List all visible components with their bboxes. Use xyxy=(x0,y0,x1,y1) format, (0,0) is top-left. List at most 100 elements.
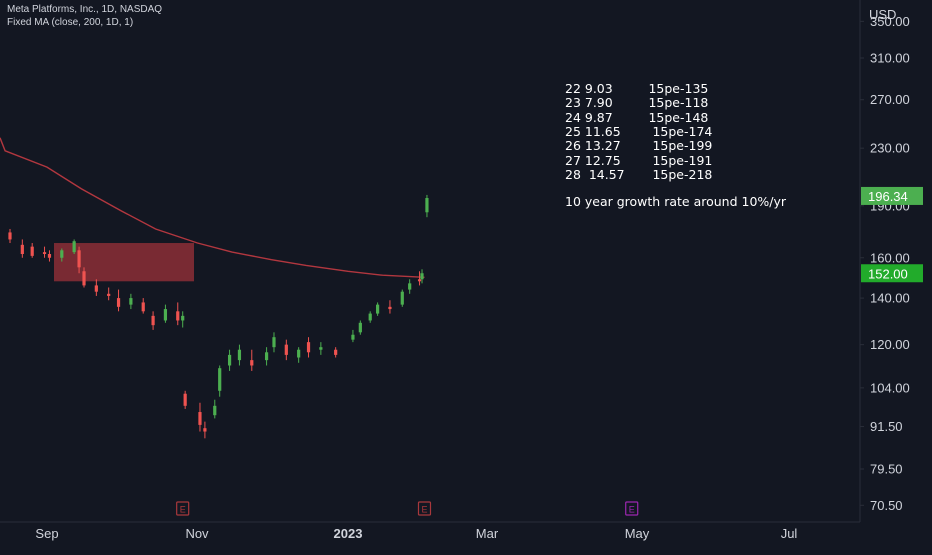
earnings-marker[interactable]: E xyxy=(176,501,190,516)
candle[interactable] xyxy=(376,302,380,316)
candle[interactable] xyxy=(203,421,207,439)
candle[interactable] xyxy=(272,332,276,353)
earnings-marker-box xyxy=(625,501,639,516)
candle[interactable] xyxy=(47,250,52,262)
candle[interactable] xyxy=(368,311,372,323)
candle[interactable] xyxy=(213,399,217,419)
candle[interactable] xyxy=(218,365,222,397)
candle-body xyxy=(237,349,242,361)
symbol-title: Meta Platforms, Inc., 1D, NASDAQ xyxy=(7,4,163,15)
currency-label: USD xyxy=(869,7,896,22)
annotation-row: 27 12.75 15pe-191 xyxy=(565,152,713,168)
y-tick-label: 104.00 xyxy=(870,380,910,395)
candle[interactable] xyxy=(82,267,86,288)
candle-body xyxy=(8,232,12,240)
candle-body xyxy=(116,298,121,307)
candle-body xyxy=(306,342,311,353)
candle[interactable] xyxy=(141,298,145,314)
candle[interactable] xyxy=(129,293,133,310)
candle[interactable] xyxy=(425,194,429,218)
y-tick-label: 160.00 xyxy=(870,250,910,265)
candle[interactable] xyxy=(400,289,404,307)
candle[interactable] xyxy=(30,243,34,258)
candle[interactable] xyxy=(358,320,362,335)
candle-body xyxy=(82,271,86,286)
candle-body xyxy=(334,349,338,355)
candle-body xyxy=(176,311,180,321)
earnings-marker[interactable]: E xyxy=(625,501,639,516)
candle-layer[interactable] xyxy=(0,194,429,439)
y-tick-label: 230.00 xyxy=(870,141,910,156)
candle[interactable] xyxy=(183,390,187,409)
candle[interactable] xyxy=(227,349,232,371)
candle-body xyxy=(368,313,372,321)
candle[interactable] xyxy=(408,279,412,294)
y-tick-label: 310.00 xyxy=(870,51,910,66)
candle[interactable] xyxy=(60,248,64,262)
candle[interactable] xyxy=(151,311,155,330)
annotation-row: 24 9.87 15pe-148 xyxy=(565,109,709,125)
candle[interactable] xyxy=(237,344,242,366)
x-tick-label: Nov xyxy=(185,526,209,541)
earnings-marker[interactable]: E xyxy=(417,501,432,516)
candle[interactable] xyxy=(388,300,392,314)
candle[interactable] xyxy=(8,228,12,244)
candle-body xyxy=(60,250,64,258)
earnings-marker-label: E xyxy=(421,505,427,515)
price-tag-label: 152.00 xyxy=(868,266,908,281)
price-tag-label: 196.34 xyxy=(868,189,908,204)
resistance-zone xyxy=(54,243,194,282)
candle-body xyxy=(94,285,98,292)
candle[interactable] xyxy=(163,304,168,323)
candle[interactable] xyxy=(20,239,24,258)
ma-layer xyxy=(0,137,425,278)
annotation-row: 26 13.27 15pe-199 xyxy=(565,138,713,154)
candle[interactable] xyxy=(250,349,254,371)
candle[interactable] xyxy=(334,347,338,358)
candle[interactable] xyxy=(306,337,311,358)
x-tick-label: 2023 xyxy=(334,526,363,541)
candle[interactable] xyxy=(107,287,111,301)
candle[interactable] xyxy=(94,279,98,296)
candle[interactable] xyxy=(297,347,301,363)
candle[interactable] xyxy=(42,246,47,258)
candle-body xyxy=(227,354,232,366)
candle-body xyxy=(213,405,217,416)
candle[interactable] xyxy=(284,339,288,361)
moving-average-line xyxy=(0,137,425,278)
earnings-marker-box xyxy=(176,501,190,516)
candle[interactable] xyxy=(116,289,121,312)
y-tick-label: 270.00 xyxy=(870,92,910,107)
candle-body xyxy=(358,322,362,333)
candle-body xyxy=(77,250,81,268)
y-tick-label: 79.50 xyxy=(870,462,903,477)
candle[interactable] xyxy=(264,347,269,366)
candle[interactable] xyxy=(77,246,81,274)
candle-body xyxy=(129,298,133,305)
candle[interactable] xyxy=(319,342,323,355)
candle-body xyxy=(420,273,424,280)
candle[interactable] xyxy=(417,271,422,286)
candle-body xyxy=(388,306,392,310)
y-tick-label: 91.50 xyxy=(870,419,903,434)
candle[interactable] xyxy=(198,402,202,432)
candle-body xyxy=(250,360,254,366)
x-tick-label: Mar xyxy=(476,526,499,541)
candle[interactable] xyxy=(420,269,424,284)
candle[interactable] xyxy=(72,239,76,255)
y-tick-label: 350.00 xyxy=(870,14,910,29)
candle[interactable] xyxy=(351,329,355,343)
candle-body xyxy=(376,304,380,314)
candle[interactable] xyxy=(181,311,185,328)
candle-body xyxy=(20,244,24,255)
candle[interactable] xyxy=(176,302,180,326)
candle-body xyxy=(264,352,269,361)
label-layer: 196.34 152.00 xyxy=(861,186,923,283)
candle-body xyxy=(163,309,168,321)
price-tag xyxy=(861,186,923,205)
zone-layer xyxy=(54,243,194,282)
annotation-row: 25 11.65 15pe-174 xyxy=(565,123,713,139)
annotation-row: 28 14.57 15pe-218 xyxy=(565,166,713,182)
